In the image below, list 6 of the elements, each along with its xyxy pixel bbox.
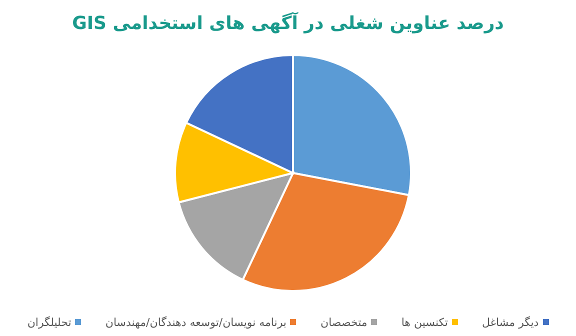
legend-label: تحلیلگران xyxy=(27,316,72,328)
legend-label: تکنسین ها xyxy=(401,316,448,328)
legend-label: متخصصان xyxy=(320,316,368,328)
legend-label: دیگر مشاغل xyxy=(482,316,539,328)
chart-title: درصد عناوین شغلی در آگهی های استخدامی GIS xyxy=(71,11,505,36)
legend-label: برنامه نویسان/توسعه دهندگان/مهندسان xyxy=(105,316,286,328)
